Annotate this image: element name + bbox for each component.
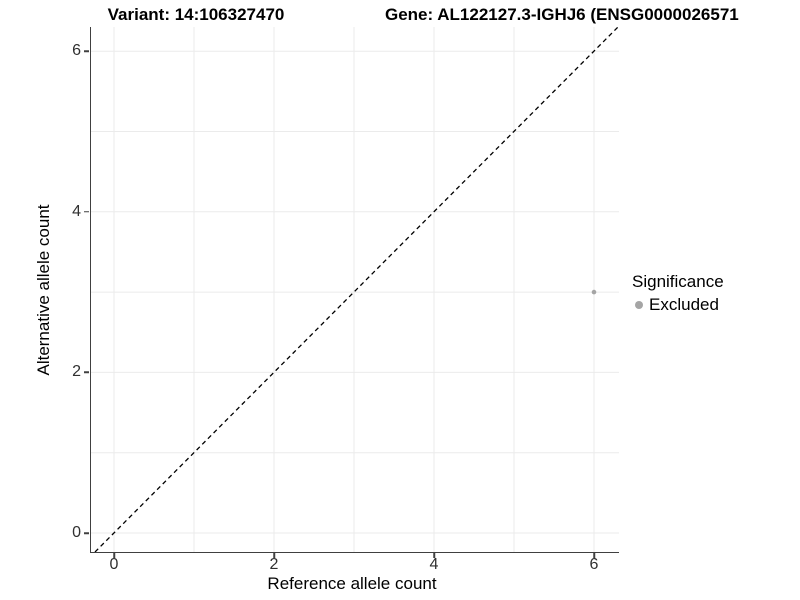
y-tick-label: 2 xyxy=(72,363,81,381)
x-tick-label: 6 xyxy=(589,556,599,573)
gene-title: Gene: AL122127.3-IGHJ6 (ENSG0000026571 xyxy=(385,5,739,24)
y-tick-mark xyxy=(84,50,89,52)
y-axis-title: Alternative allele count xyxy=(34,204,53,376)
identity-dashed-line xyxy=(94,27,619,552)
y-tick-label: 4 xyxy=(72,202,81,220)
x-tick-label: 2 xyxy=(269,556,279,573)
x-tick-mark xyxy=(593,553,595,558)
y-tick-mark xyxy=(84,532,89,534)
legend-key-dot xyxy=(635,301,643,309)
data-point xyxy=(591,289,597,295)
variant-title: Variant: 14:106327470 xyxy=(107,5,285,24)
legend-title: Significance xyxy=(632,272,724,291)
legend-entry-label: Excluded xyxy=(649,295,719,314)
x-tick-mark xyxy=(433,553,435,558)
x-axis-title: Reference allele count xyxy=(267,574,437,593)
x-tick-label: 0 xyxy=(109,556,119,573)
y-tick-mark xyxy=(84,371,89,374)
x-tick-label: 4 xyxy=(429,556,439,573)
y-tick-label: 6 xyxy=(72,42,81,60)
legend: Significance Excluded xyxy=(632,272,724,315)
legend-entry-excluded: Excluded xyxy=(632,295,724,315)
x-tick-mark xyxy=(273,553,275,558)
plot-panel xyxy=(90,27,619,553)
y-tick-label: 0 xyxy=(72,524,81,541)
y-tick-mark xyxy=(84,211,89,213)
plot-canvas xyxy=(91,27,619,552)
x-tick-mark xyxy=(113,553,115,558)
